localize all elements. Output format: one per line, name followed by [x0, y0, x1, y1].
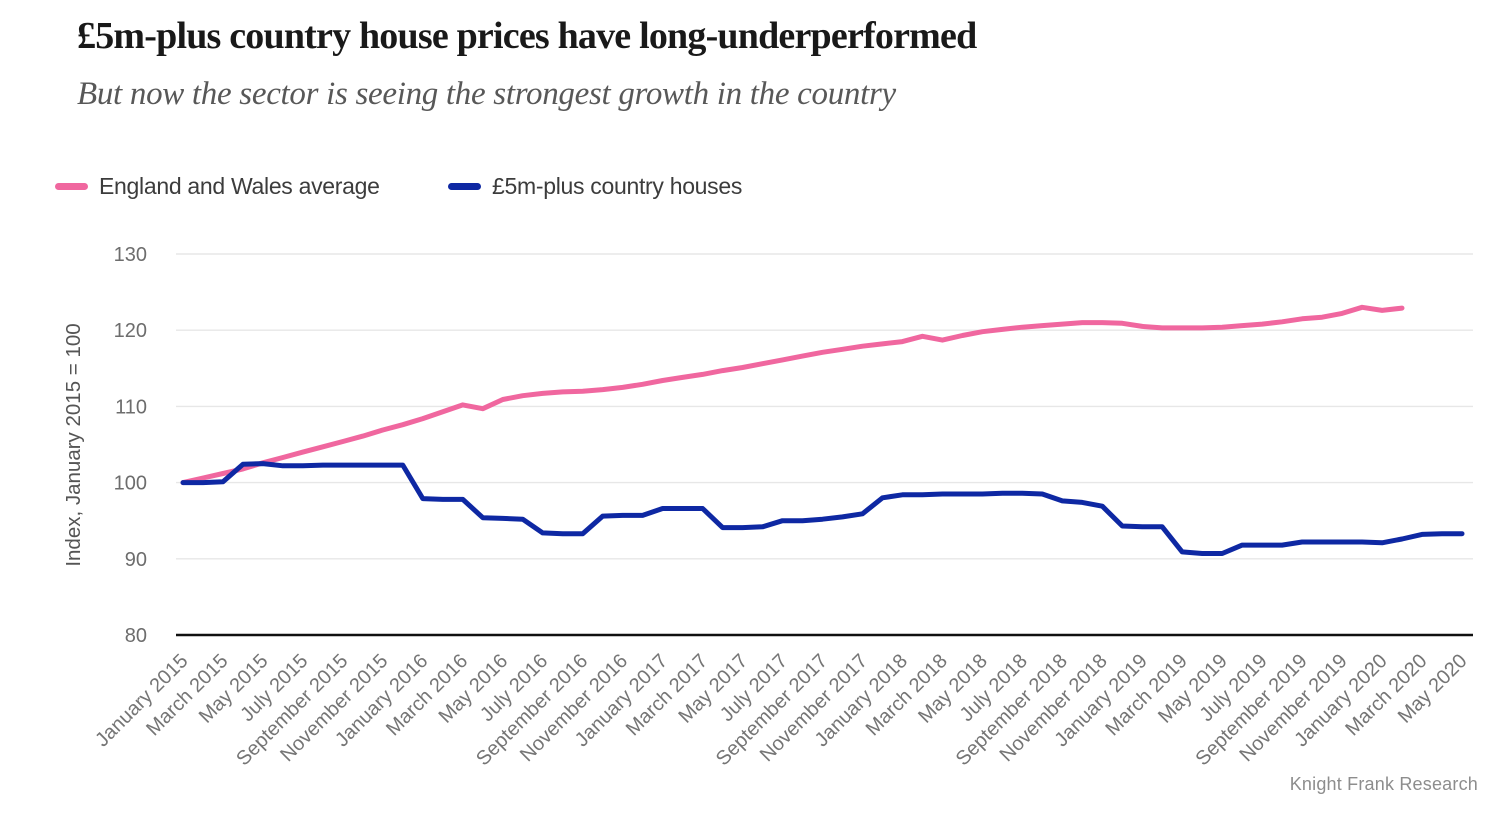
legend-item-country-houses: £5m-plus country houses	[448, 172, 742, 200]
y-tick-label: 120	[114, 320, 147, 342]
y-axis-title: Index, January 2015 = 100	[62, 323, 85, 566]
source-credit: Knight Frank Research	[1289, 774, 1478, 794]
legend-item-england-wales: England and Wales average	[55, 172, 380, 200]
chart-title: £5m-plus country house prices have long-…	[77, 15, 977, 57]
legend-label-country-houses: £5m-plus country houses	[492, 172, 743, 199]
y-tick-label: 90	[125, 549, 147, 571]
series-line-england-wales	[180, 304, 1405, 486]
legend-swatch-navy-icon	[448, 182, 481, 190]
y-tick-label: 110	[115, 396, 147, 418]
legend-label-england-wales: England and Wales average	[99, 172, 380, 199]
y-tick-label: 100	[114, 473, 147, 495]
legend-swatch-pink-icon	[55, 182, 88, 190]
y-tick-label: 80	[125, 625, 147, 647]
series-line-country-houses	[180, 461, 1465, 556]
chart-subtitle: But now the sector is seeing the stronge…	[77, 76, 896, 112]
y-tick-label: 130	[114, 244, 147, 266]
